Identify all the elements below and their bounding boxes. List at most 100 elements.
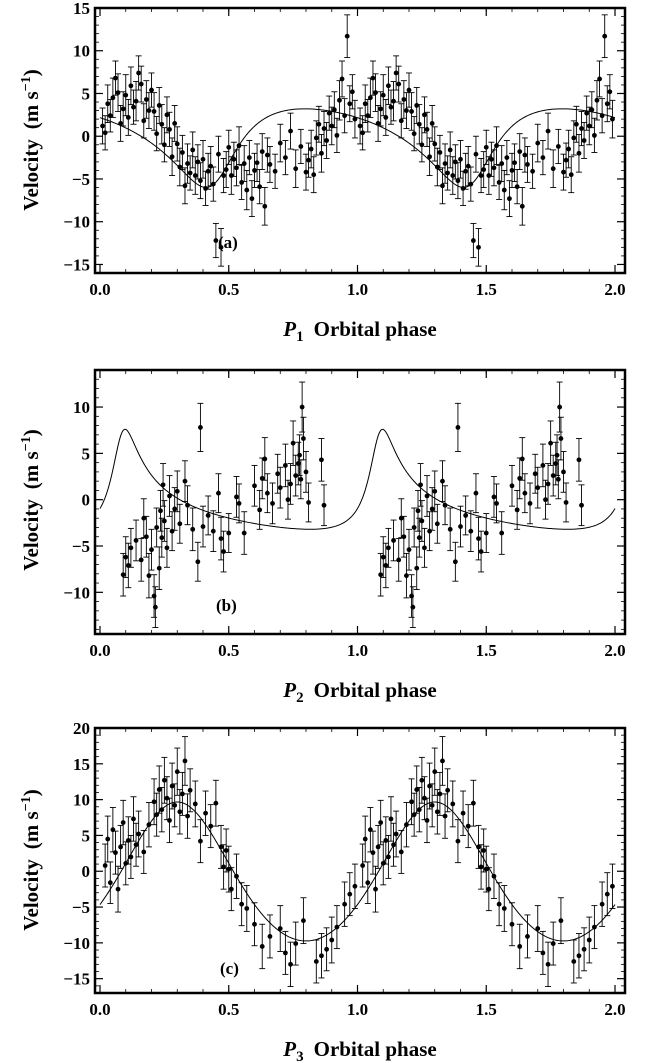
point-marker [478,864,484,870]
panel-a-tag: (a) [218,233,238,252]
point-marker [329,123,335,129]
data-point [395,65,402,103]
data-point [449,156,456,195]
data-point [359,843,366,888]
point-marker [414,565,420,571]
data-point [344,14,351,59]
data-point [480,151,487,188]
point-marker [141,515,147,521]
point-marker [115,90,121,96]
point-marker [195,159,201,165]
point-marker [136,831,142,837]
point-marker [107,880,113,886]
point-marker [298,144,304,149]
point-marker [573,121,579,127]
data-point [418,500,425,542]
point-marker [190,147,196,153]
data-point [171,487,178,531]
data-point [292,921,299,966]
point-marker [496,901,502,907]
data-point [519,187,526,226]
data-point [215,135,222,173]
data-point [246,140,253,176]
point-marker [293,166,299,172]
point-marker [102,130,108,136]
point-marker [558,918,564,924]
point-marker [370,75,376,81]
data-point [556,381,563,433]
panel-b-ylabel: Velocity(m s−1) [19,429,43,570]
point-marker [424,126,430,132]
point-marker [437,791,443,797]
point-marker [252,168,257,173]
data-point [457,505,464,548]
y-tick-label: 0 [82,862,91,881]
point-marker [365,113,371,119]
data-point [323,122,330,159]
panel-a-fit-curve [99,108,616,188]
data-point [261,187,268,226]
point-marker [378,572,384,578]
point-marker [321,502,327,508]
point-marker [337,97,342,103]
data-point [339,60,346,98]
data-point [220,844,227,890]
data-point [359,115,366,151]
point-marker [164,112,170,118]
point-marker [535,485,541,491]
point-marker [437,150,443,155]
point-marker [319,953,324,959]
point-marker [254,160,260,166]
point-marker [440,183,445,189]
x-tick-label: 2.0 [604,641,625,660]
data-point [135,810,142,858]
data-point [418,756,425,804]
point-marker [455,178,461,184]
data-point [478,530,485,573]
data-point [521,137,528,173]
point-marker [509,483,515,489]
data-point [205,152,212,190]
point-marker [131,816,136,822]
point-marker [465,163,471,169]
point-marker [554,452,560,458]
data-point [163,527,170,568]
point-marker [221,173,227,178]
point-marker [424,493,430,499]
data-point [161,500,168,542]
data-point [264,137,271,173]
data-point [591,117,598,153]
point-marker [409,109,414,114]
panel-c-frame [93,726,627,995]
point-marker [470,238,476,243]
data-point [418,127,425,163]
point-marker [275,471,281,477]
point-marker [285,497,291,503]
data-point [163,96,170,134]
point-marker [545,481,551,487]
point-marker [172,121,178,126]
data-point [452,541,459,582]
point-marker [259,944,265,949]
panel-b-points [120,381,585,628]
point-marker [535,140,541,146]
data-point [406,528,412,571]
data-point [200,140,206,179]
point-marker [483,144,489,150]
y-tick-label: 5 [82,826,91,845]
point-marker [602,33,608,39]
point-marker [246,155,252,160]
point-marker [301,918,306,924]
y-tick-label: −15 [63,970,90,989]
panel-c-ticks: 0.0 0.5 1.0 1.5 2.0 −15 −10 −5 0 5 10 15 20 [63,719,625,1019]
x-tick-label: 1.5 [476,1000,497,1019]
data-point [539,443,546,488]
point-marker [303,469,309,475]
point-marker [152,604,158,610]
data-point [545,941,552,988]
data-point [102,843,109,888]
point-marker [415,508,421,514]
data-point [251,152,258,188]
data-point [233,476,240,518]
data-point [197,162,204,200]
